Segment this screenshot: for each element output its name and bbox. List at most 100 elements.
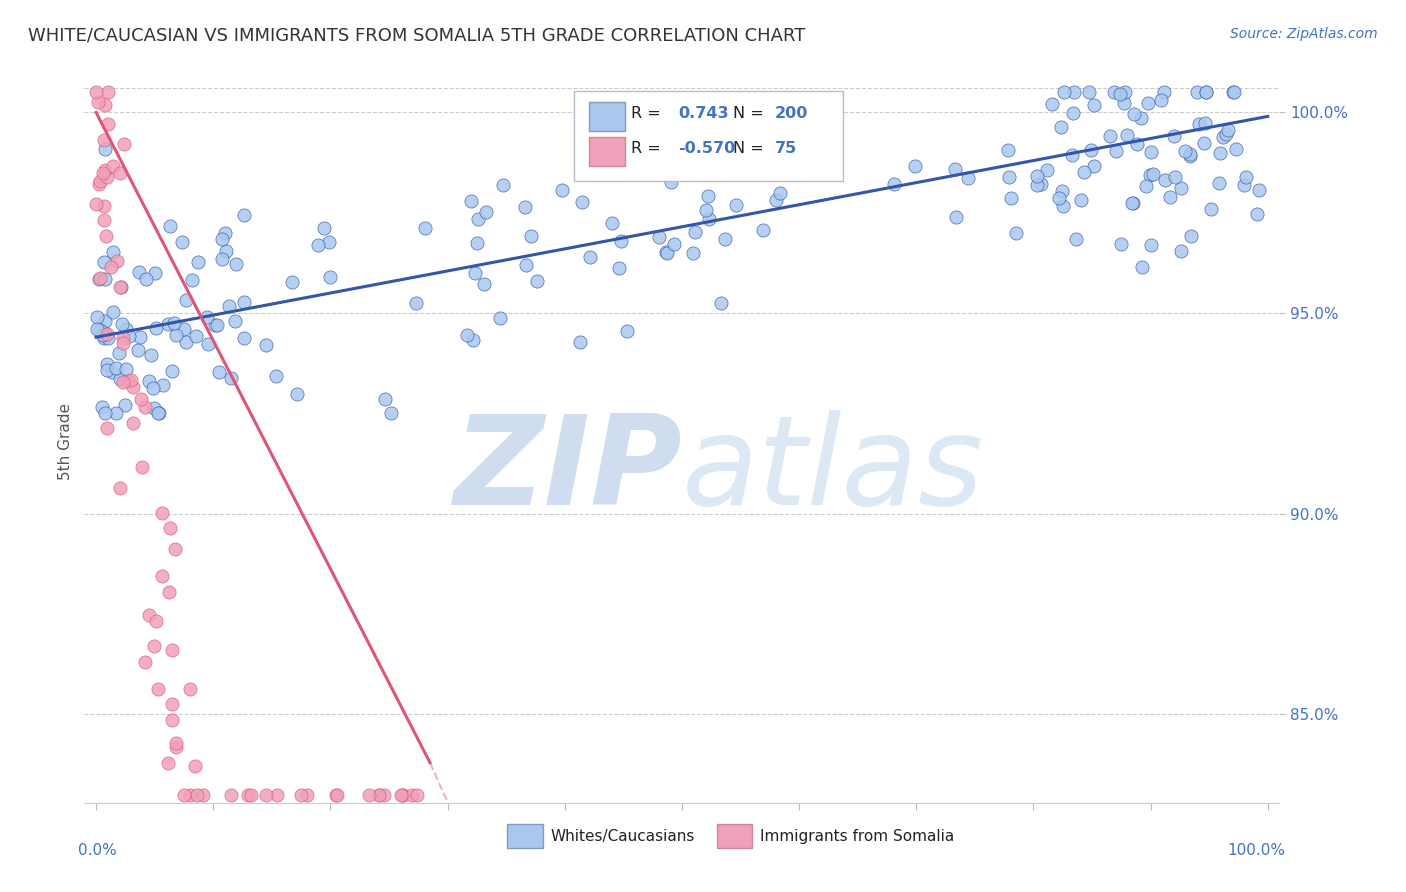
FancyBboxPatch shape xyxy=(717,823,752,848)
Point xyxy=(127,343,149,357)
Point xyxy=(883,178,905,192)
Point xyxy=(111,375,134,389)
Point xyxy=(122,379,145,393)
Point xyxy=(724,197,747,211)
Point xyxy=(1078,86,1101,100)
Point xyxy=(1040,96,1063,111)
Point xyxy=(89,270,111,285)
Point xyxy=(165,736,187,750)
Point xyxy=(607,260,630,275)
Point xyxy=(1130,260,1153,274)
Point xyxy=(159,521,181,535)
Point xyxy=(118,329,141,343)
Point xyxy=(97,331,120,345)
Point xyxy=(100,260,122,274)
Point xyxy=(515,201,537,215)
Point xyxy=(160,697,183,711)
Point xyxy=(325,788,347,802)
Point xyxy=(1125,137,1147,152)
Point xyxy=(1164,169,1187,184)
Point xyxy=(145,321,167,335)
Point xyxy=(1163,129,1185,144)
Point xyxy=(1159,190,1181,204)
Point xyxy=(156,317,179,331)
Point xyxy=(492,178,515,192)
Point xyxy=(174,335,197,350)
Point xyxy=(170,235,193,249)
Point xyxy=(174,293,197,307)
Point xyxy=(238,788,260,802)
Point xyxy=(221,788,243,802)
Text: N =: N = xyxy=(734,106,763,121)
Point xyxy=(111,330,134,344)
Point xyxy=(464,267,486,281)
Point xyxy=(117,375,139,389)
Point xyxy=(181,273,204,287)
Point xyxy=(695,202,717,217)
Point xyxy=(1083,97,1105,112)
Point xyxy=(405,296,427,310)
Text: Immigrants from Somalia: Immigrants from Somalia xyxy=(759,829,953,844)
Point xyxy=(1050,120,1073,134)
Point xyxy=(103,244,125,259)
Point xyxy=(138,375,160,389)
Point xyxy=(307,237,329,252)
Text: 75: 75 xyxy=(775,142,797,156)
Point xyxy=(93,407,115,421)
Point xyxy=(600,216,623,230)
Point xyxy=(1178,149,1201,163)
Point xyxy=(373,788,395,802)
Point xyxy=(312,221,335,235)
Point xyxy=(128,265,150,279)
Point xyxy=(1053,86,1076,100)
Point xyxy=(86,86,108,100)
Point xyxy=(1209,145,1232,160)
Point xyxy=(1062,106,1084,120)
Point xyxy=(551,183,574,197)
Point xyxy=(1080,143,1102,157)
Point xyxy=(184,329,207,343)
Point xyxy=(150,568,173,582)
Point xyxy=(96,357,118,371)
Point xyxy=(1173,144,1195,158)
Point xyxy=(107,346,129,360)
Point xyxy=(1121,195,1143,210)
Point xyxy=(461,333,484,347)
Text: ZIP: ZIP xyxy=(453,410,682,531)
Point xyxy=(1233,178,1256,192)
Point xyxy=(520,229,543,244)
Point xyxy=(1139,168,1161,182)
Point xyxy=(413,220,436,235)
Point xyxy=(91,400,114,414)
Point xyxy=(108,481,131,495)
Point xyxy=(93,271,115,285)
Point xyxy=(96,326,118,341)
Point xyxy=(159,219,181,234)
Point xyxy=(91,327,114,342)
Point xyxy=(1123,107,1146,121)
Point xyxy=(97,86,120,100)
Text: -0.570: -0.570 xyxy=(678,142,735,156)
Point xyxy=(135,272,157,286)
Point xyxy=(233,330,256,344)
Point xyxy=(96,362,118,376)
Point xyxy=(105,407,128,421)
Point xyxy=(998,169,1021,184)
Point xyxy=(648,230,671,244)
Point xyxy=(111,317,134,331)
FancyBboxPatch shape xyxy=(575,91,844,181)
Point xyxy=(197,337,219,351)
Text: Whites/Caucasians: Whites/Caucasians xyxy=(551,829,695,844)
Text: 200: 200 xyxy=(775,106,808,121)
Point xyxy=(179,788,201,802)
Point xyxy=(1247,183,1270,197)
Point xyxy=(219,370,242,384)
Point xyxy=(264,369,287,384)
Y-axis label: 5th Grade: 5th Grade xyxy=(58,403,73,480)
Point xyxy=(143,267,166,281)
Point xyxy=(1192,136,1215,151)
Point xyxy=(389,788,412,802)
Point xyxy=(1066,232,1088,246)
Point xyxy=(204,318,226,332)
Point xyxy=(456,327,478,342)
